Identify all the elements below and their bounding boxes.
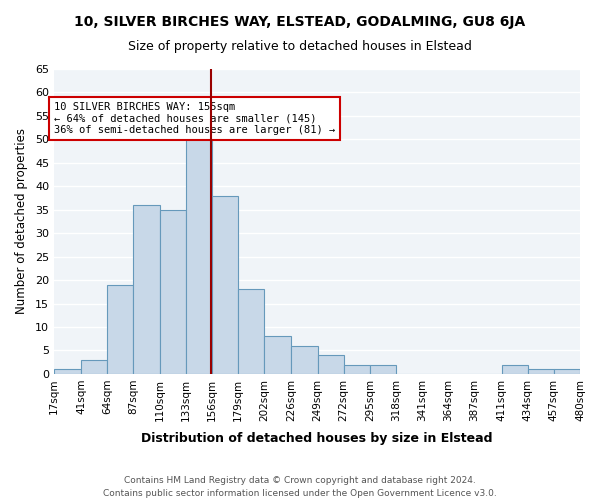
Bar bbox=[160, 210, 186, 374]
Bar bbox=[344, 364, 370, 374]
Bar bbox=[81, 360, 107, 374]
Bar bbox=[317, 355, 344, 374]
Bar bbox=[502, 364, 528, 374]
Text: 10 SILVER BIRCHES WAY: 155sqm
← 64% of detached houses are smaller (145)
36% of : 10 SILVER BIRCHES WAY: 155sqm ← 64% of d… bbox=[54, 102, 335, 135]
Bar bbox=[107, 285, 133, 374]
Bar bbox=[186, 130, 212, 374]
Bar bbox=[370, 364, 396, 374]
Y-axis label: Number of detached properties: Number of detached properties bbox=[15, 128, 28, 314]
Text: Size of property relative to detached houses in Elstead: Size of property relative to detached ho… bbox=[128, 40, 472, 53]
Bar bbox=[238, 290, 264, 374]
Bar bbox=[54, 369, 81, 374]
Bar bbox=[528, 369, 554, 374]
Bar bbox=[292, 346, 317, 374]
X-axis label: Distribution of detached houses by size in Elstead: Distribution of detached houses by size … bbox=[141, 432, 493, 445]
Text: 10, SILVER BIRCHES WAY, ELSTEAD, GODALMING, GU8 6JA: 10, SILVER BIRCHES WAY, ELSTEAD, GODALMI… bbox=[74, 15, 526, 29]
Bar bbox=[554, 369, 580, 374]
Bar bbox=[212, 196, 238, 374]
Text: Contains HM Land Registry data © Crown copyright and database right 2024.: Contains HM Land Registry data © Crown c… bbox=[124, 476, 476, 485]
Text: Contains public sector information licensed under the Open Government Licence v3: Contains public sector information licen… bbox=[103, 488, 497, 498]
Bar bbox=[264, 336, 292, 374]
Bar bbox=[133, 205, 160, 374]
